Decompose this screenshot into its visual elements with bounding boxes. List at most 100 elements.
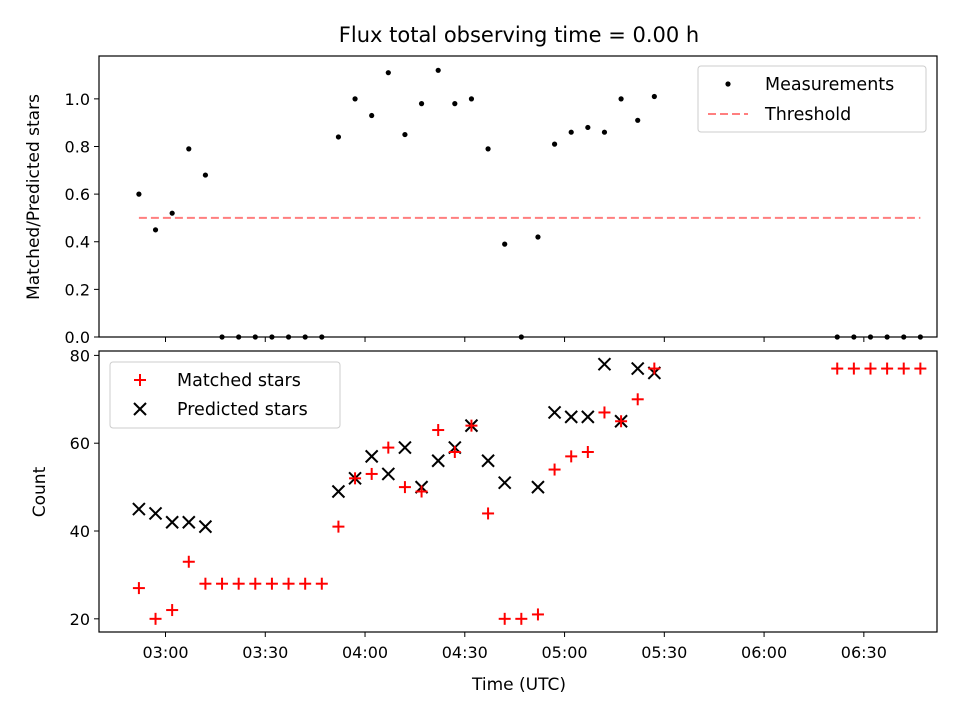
- measurement-point: [335, 134, 342, 140]
- measurement-point: [418, 101, 425, 107]
- predicted-point: [398, 440, 412, 455]
- matched-point: [531, 608, 544, 621]
- legend-matched: Matched stars: [177, 371, 301, 391]
- predicted-point: [381, 467, 396, 481]
- measurement-point: [651, 93, 657, 100]
- matched-point: [598, 406, 611, 419]
- bottom-ytick-label: 80: [70, 346, 90, 365]
- matched-point: [432, 424, 445, 437]
- matched-point: [897, 362, 910, 375]
- matched-point: [498, 612, 511, 625]
- bottom-xtick-label: 03:00: [142, 643, 188, 662]
- measurement-point: [152, 227, 159, 233]
- matched-point: [864, 362, 877, 375]
- top-ytick-label: 1.0: [65, 90, 90, 109]
- matched-point: [332, 520, 345, 533]
- matched-point: [199, 577, 212, 590]
- measurement-point: [452, 101, 458, 107]
- predicted-point: [182, 515, 196, 529]
- predicted-point: [198, 519, 213, 534]
- bottom-xtick-label: 03:30: [242, 643, 288, 662]
- measurement-point: [535, 234, 541, 240]
- predicted-point: [631, 361, 645, 376]
- matched-point: [382, 441, 395, 454]
- legend-predicted: Predicted stars: [177, 400, 308, 420]
- legend-measurement-marker: [725, 81, 731, 87]
- measurement-point: [568, 129, 574, 135]
- measurement-point: [369, 112, 375, 119]
- matched-point: [465, 419, 478, 432]
- matched-point: [831, 362, 844, 375]
- bottom-xtick-label: 04:00: [342, 643, 388, 662]
- predicted-point: [364, 449, 379, 464]
- matched-point: [249, 577, 262, 590]
- matched-point: [216, 577, 229, 590]
- measurement-point: [435, 67, 441, 73]
- predicted-point: [497, 476, 512, 490]
- bottom-xtick-label: 04:30: [442, 643, 488, 662]
- measurement-point: [136, 191, 142, 197]
- top-ytick-label: 0.4: [65, 233, 90, 252]
- top-legend: Measurements Threshold: [697, 65, 927, 133]
- measurement-point: [635, 117, 641, 123]
- chart-title: Flux total observing time = 0.00 h: [339, 23, 699, 47]
- measurement-point: [585, 124, 591, 131]
- bottom-legend: Matched stars Predicted stars: [109, 361, 341, 429]
- predicted-point: [148, 506, 163, 521]
- matched-point: [299, 577, 312, 590]
- measurement-point: [402, 131, 408, 138]
- bottom-ytick-label: 60: [70, 434, 90, 453]
- matched-point: [132, 582, 145, 595]
- measurement-point: [202, 172, 209, 178]
- measurement-point: [186, 146, 192, 152]
- matched-point: [648, 362, 661, 375]
- matched-point: [482, 507, 495, 520]
- measurement-point: [468, 96, 475, 102]
- bottom-xlabel: Time (UTC): [471, 675, 566, 695]
- matched-point: [166, 604, 179, 617]
- predicted-point: [564, 410, 578, 424]
- matched-point: [365, 467, 378, 480]
- predicted-point: [331, 484, 346, 499]
- top-ytick-label: 0.8: [65, 137, 90, 156]
- predicted-point: [581, 410, 595, 424]
- predicted-point: [531, 480, 545, 494]
- matched-point: [548, 463, 561, 476]
- bottom-ytick-label: 40: [70, 522, 90, 541]
- predicted-point: [481, 454, 495, 468]
- top-ytick-label: 0.0: [65, 328, 90, 347]
- bottom-xtick-label: 05:30: [641, 643, 687, 662]
- bottom-xtick-label: 06:30: [841, 643, 887, 662]
- matched-point: [265, 577, 278, 590]
- matched-point: [615, 415, 628, 428]
- measurement-point: [618, 96, 624, 102]
- matched-point: [282, 577, 295, 590]
- matched-point: [182, 555, 195, 568]
- matched-point: [149, 612, 162, 625]
- measurement-point: [169, 210, 175, 216]
- top-ylabel: Matched/Predicted stars: [24, 94, 44, 300]
- measurement-point: [502, 241, 508, 247]
- measurement-point: [551, 141, 558, 147]
- top-ytick-label: 0.6: [65, 185, 90, 204]
- legend-predicted-marker: [133, 402, 147, 416]
- bottom-ylabel: Count: [30, 466, 50, 517]
- matched-point: [914, 362, 927, 375]
- predicted-point: [132, 502, 146, 516]
- matched-point: [581, 445, 594, 458]
- measurement-point: [601, 129, 608, 135]
- matched-point: [349, 472, 362, 485]
- matched-point: [315, 577, 328, 590]
- top-panel: 0.0 0.2 0.4 0.6 0.8 1.0 Matched/Predicted sta…: [24, 55, 938, 347]
- bottom-xtick-label: 06:00: [741, 643, 787, 662]
- predicted-point: [597, 357, 612, 371]
- matched-point: [448, 445, 461, 458]
- matched-point: [398, 481, 411, 494]
- bottom-panel: 20 40 60 80 03:00 03:30 04:00 04:30 05:00 05:30 0…: [30, 346, 938, 695]
- matched-point: [881, 362, 894, 375]
- legend-threshold: Threshold: [764, 105, 851, 125]
- legend-measurements: Measurements: [765, 75, 894, 95]
- matched-point: [515, 612, 528, 625]
- matched-point: [232, 577, 245, 590]
